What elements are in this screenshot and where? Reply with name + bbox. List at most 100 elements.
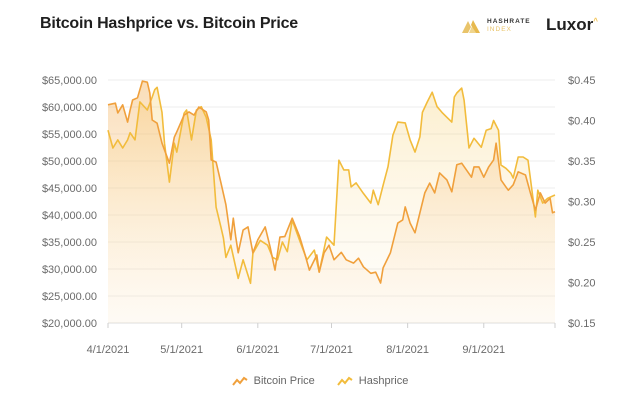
bitcoin-price-point [299, 236, 301, 238]
hashprice-point [456, 92, 458, 94]
bitcoin-price-point [142, 80, 144, 82]
bitcoin-price-point [434, 192, 436, 194]
hashprice-point [333, 244, 335, 246]
bitcoin-price-point [530, 192, 532, 194]
hashprice-point [151, 96, 153, 98]
hashprice-point [161, 112, 163, 114]
hashprice-point [355, 182, 357, 184]
hashprice-point [451, 121, 453, 123]
legend: Bitcoin Price Hashprice [0, 375, 640, 387]
hashprice-point [215, 206, 217, 208]
bitcoin-price-point [188, 111, 190, 113]
hashprice-point [537, 189, 539, 191]
bitcoin-price-point [242, 229, 244, 231]
bitcoin-price-point [107, 104, 109, 106]
hashprice-point [127, 139, 129, 141]
legend-item-bitcoin-price[interactable]: Bitcoin Price [231, 375, 315, 387]
legend-item-hashprice[interactable]: Hashprice [337, 375, 408, 387]
bitcoin-price-point [235, 236, 237, 238]
bitcoin-price-point [264, 226, 266, 228]
bitcoin-price-point [512, 184, 514, 186]
bitcoin-price-point [397, 222, 399, 224]
y-tick-label-right: $0.35 [568, 156, 596, 168]
bitcoin-price-point [333, 259, 335, 261]
logo-text-index: INDEX [487, 26, 512, 33]
hashprice-point [117, 139, 119, 141]
bitcoin-price-point [353, 262, 355, 264]
y-tick-label-right: $0.45 [568, 75, 596, 87]
bitcoin-price-point [539, 192, 541, 194]
bitcoin-price-area [108, 81, 555, 323]
bitcoin-price-point [535, 209, 537, 211]
hashprice-point [230, 244, 232, 246]
luxor-logo-mark: ^ [593, 16, 598, 26]
bitcoin-price-point [404, 206, 406, 208]
hashprice-point [122, 147, 124, 149]
y-tick-label-right: $0.15 [568, 318, 596, 330]
bitcoin-price-point [552, 212, 554, 214]
hashprice-point [242, 259, 244, 261]
hashprice-point [107, 129, 109, 131]
hashprice-point [441, 112, 443, 114]
bitcoin-price-point [345, 259, 347, 261]
hashprice-point [267, 244, 269, 246]
y-tick-label-left: $35,000.00 [42, 237, 97, 249]
bitcoin-price-point [414, 232, 416, 234]
hashprice-point [250, 283, 252, 285]
hashprice-point [220, 227, 222, 229]
y-tick-label-right: $0.30 [568, 197, 596, 209]
bitcoin-price-point [402, 219, 404, 221]
bitcoin-price-point [309, 269, 311, 271]
bitcoin-price-point [544, 202, 546, 204]
hashprice-point [522, 156, 524, 158]
bitcoin-price-point [220, 182, 222, 184]
bitcoin-price-point [471, 176, 473, 178]
hashprice-point [201, 106, 203, 108]
bitcoin-price-point [215, 161, 217, 163]
y-tick-label-left: $55,000.00 [42, 129, 97, 141]
bitcoin-price-point [208, 119, 210, 121]
hashprice-point [414, 151, 416, 153]
hashrate-index-logo: HASHRATE INDEX [462, 18, 531, 34]
bitcoin-price-point [419, 212, 421, 214]
y-tick-label-left: $60,000.00 [42, 102, 97, 114]
bitcoin-price-point [370, 273, 372, 275]
x-tick-label: 7/1/2021 [310, 344, 353, 356]
hashprice-point [129, 132, 131, 134]
hashprice-line [107, 86, 556, 285]
bitcoin-price-point [439, 172, 441, 174]
line-series-icon [231, 376, 248, 386]
bitcoin-price-point [161, 142, 163, 144]
x-tick-label: 5/1/2021 [160, 344, 203, 356]
bitcoin-price-point [375, 271, 377, 273]
bitcoin-price-point [274, 269, 276, 271]
hashprice-point [186, 109, 188, 111]
hashprice-point [397, 121, 399, 123]
hashprice-point [498, 129, 500, 131]
bitcoin-price-point [493, 159, 495, 161]
y-tick-label-left: $50,000.00 [42, 156, 97, 168]
bitcoin-price-point [115, 102, 117, 104]
hashprice-point [348, 169, 350, 171]
hashprice-point [404, 122, 406, 124]
line-series-icon [337, 376, 353, 386]
hashprice-point [554, 194, 556, 196]
bitcoin-price-point [328, 244, 330, 246]
bitcoin-price-point [156, 122, 158, 124]
logo-text-hashrate: HASHRATE [487, 18, 531, 25]
hashprice-point [500, 164, 502, 166]
bitcoin-price-point [456, 164, 458, 166]
bitcoin-price-point [446, 179, 448, 181]
bitcoin-price-point [461, 162, 463, 164]
hashprice-point [223, 237, 225, 239]
bitcoin-price-point [169, 162, 171, 164]
bitcoin-price-point [316, 254, 318, 256]
x-tick-label: 8/1/2021 [386, 344, 429, 356]
bitcoin-price-point [554, 211, 556, 213]
hashprice-point [419, 136, 421, 138]
hashprice-point [422, 112, 424, 114]
hashprice-point [139, 101, 141, 103]
hashprice-point [454, 96, 456, 98]
y-tick-label-left: $30,000.00 [42, 264, 97, 276]
